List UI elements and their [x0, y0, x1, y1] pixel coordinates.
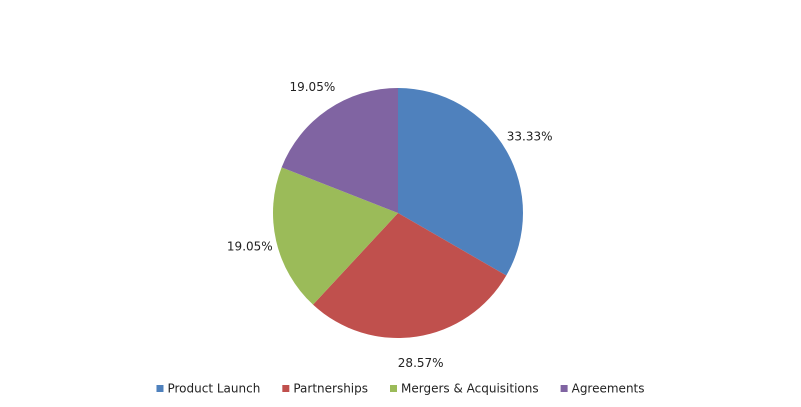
data-label: 19.05%	[289, 80, 335, 94]
pie-slice	[281, 88, 398, 213]
pie-slice	[313, 213, 507, 339]
data-label: 28.57%	[398, 356, 444, 370]
legend-swatch	[560, 385, 568, 392]
legend-label: Agreements	[572, 382, 645, 396]
legend-swatch	[390, 385, 397, 392]
pie-slice	[273, 167, 398, 305]
data-label: 19.05%	[227, 239, 273, 253]
data-label: 33.33%	[507, 129, 553, 143]
legend-label: Product Launch	[167, 382, 260, 396]
legend-swatch	[156, 385, 164, 392]
pie-slice	[398, 88, 524, 276]
legend-label: Mergers & Acquisitions	[401, 382, 539, 396]
legend-swatch	[282, 385, 290, 392]
legend-label: Partnerships	[293, 382, 368, 396]
